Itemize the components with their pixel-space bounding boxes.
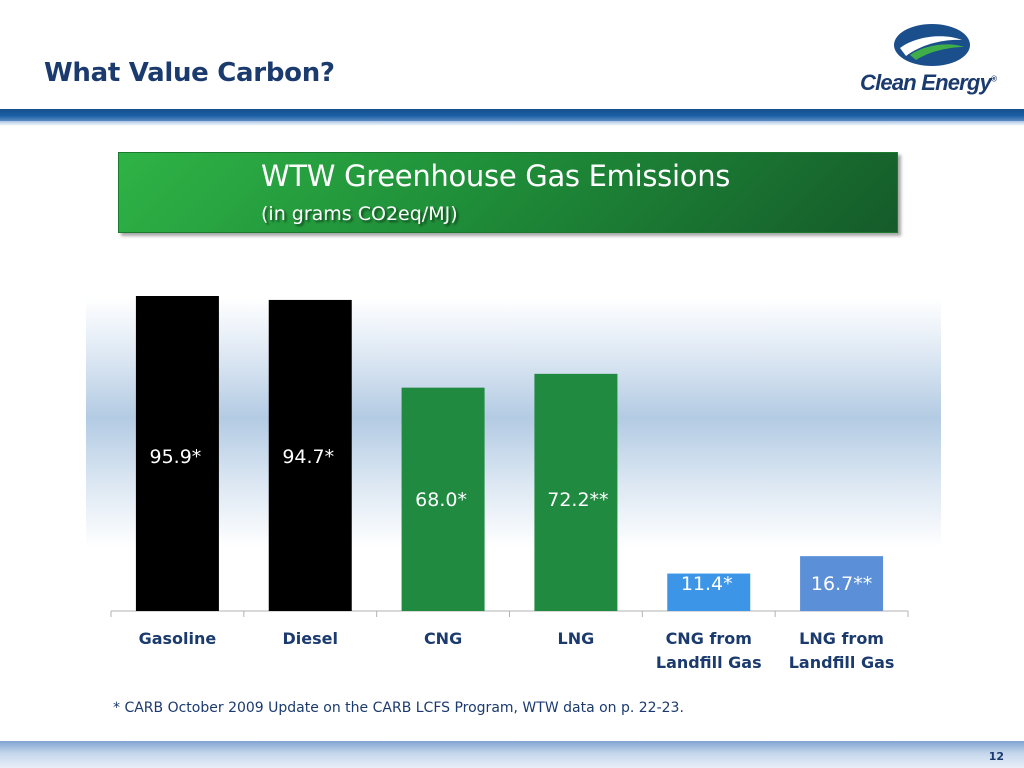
chart-background [86,298,941,548]
bar [800,556,884,611]
data-label: 95.9* [150,446,202,468]
page-number: 12 [988,750,1004,763]
data-label: 72.2** [547,489,608,511]
bar [135,296,219,611]
bar [534,373,618,611]
header-rule [0,109,1024,121]
brand-registered-mark: ® [991,74,997,84]
chart-subtitle: (in grams CO2eq/MJ) [261,203,458,225]
chart-title: WTW Greenhouse Gas Emissions [261,159,731,193]
category-label: CNG [424,629,462,648]
category-label: CNG from [666,629,752,648]
category-label: Landfill Gas [789,653,895,672]
brand-wordmark: Clean Energy® [860,70,997,96]
bar [667,573,751,611]
chart-title-banner: WTW Greenhouse Gas Emissions (in grams C… [118,152,898,233]
slide-title: What Value Carbon? [44,58,335,88]
brand-name: Clean Energy [860,70,992,95]
data-label: 11.4* [681,573,733,595]
header-rule-fade [0,121,1024,126]
category-label: Gasoline [139,629,217,648]
clean-energy-swoosh-icon [894,24,970,66]
source-footnote: * CARB October 2009 Update on the CARB L… [113,700,684,716]
data-label: 68.0* [415,489,467,511]
clean-energy-logo: Clean Energy® [858,20,1008,102]
category-label: LNG [558,629,595,648]
category-label: Diesel [283,629,338,648]
bar [268,299,352,611]
emissions-bar-chart: 95.9* Gasoline 94.7* Diesel 68.0* CNG 72.2** LN… [110,296,909,672]
data-label: 94.7* [282,446,334,468]
category-label: LNG from [799,629,884,648]
footer-bar: 12 [0,741,1024,768]
bar [401,387,485,611]
category-label: Landfill Gas [656,653,762,672]
data-label: 16.7** [811,573,872,595]
